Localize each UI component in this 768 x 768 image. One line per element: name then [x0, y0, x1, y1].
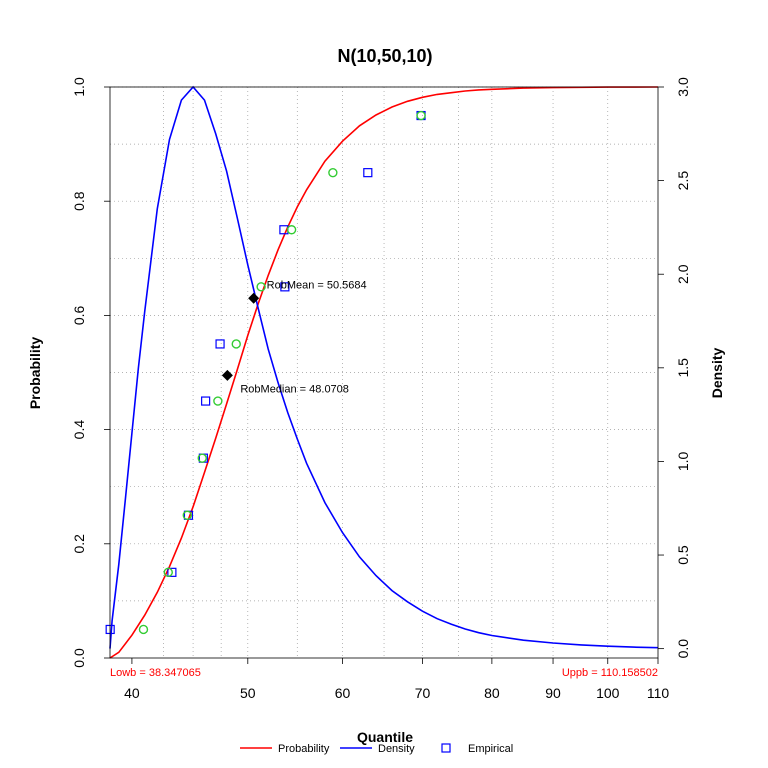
series-density-line	[109, 85, 659, 649]
y-left-tick-label: 0.8	[71, 191, 87, 211]
legend-label-probability: Probability	[278, 743, 330, 755]
x-tick-label: 50	[240, 685, 256, 701]
y-left-axis: 0.0 0.2 0.4 0.6 0.8 1.0	[71, 77, 110, 668]
y-right-tick-label: 1.5	[675, 358, 691, 378]
y-left-tick-label: 1.0	[71, 77, 87, 97]
y-right-tick-label: 2.5	[675, 171, 691, 191]
x-axis-label: Quantile	[357, 729, 413, 745]
empirical-point	[167, 567, 177, 577]
empirical-point	[201, 396, 211, 406]
upp-bound-label: Uppb = 110.158502	[562, 667, 658, 679]
fitted-point	[286, 225, 297, 235]
fitted-point	[182, 510, 192, 520]
y-left-axis-label: Probability	[27, 337, 43, 410]
y-right-tick-label: 3.0	[675, 77, 691, 97]
fitted-point	[231, 339, 241, 349]
y-left-tick-label: 0.6	[71, 305, 87, 325]
series-probability-line	[109, 86, 659, 659]
fitted-point	[197, 453, 207, 463]
legend: Probability Density Empirical	[240, 743, 513, 755]
x-tick-label: 70	[415, 685, 431, 701]
y-left-tick-label: 0.2	[71, 534, 87, 554]
x-tick-label: 60	[335, 685, 351, 701]
series-layer	[109, 85, 659, 659]
x-tick-label: 40	[124, 685, 140, 701]
robmedian-label: RobMedian = 48.0708	[240, 383, 349, 395]
plot-frame	[109, 86, 659, 659]
fitted-point	[328, 167, 338, 178]
fitted-point	[163, 567, 173, 578]
x-tick-label: 110	[647, 685, 670, 701]
robmean-label: RobMean = 50.5684	[267, 279, 367, 291]
y-left-tick-label: 0.4	[71, 420, 87, 440]
y-right-tick-label: 2.0	[675, 264, 691, 284]
y-left-tick-label: 0.0	[71, 648, 87, 668]
robmedian-marker	[221, 369, 233, 381]
y-right-axis: 0.0 0.5 1.0 1.5 2.0 2.5 3.0	[658, 77, 691, 658]
empirical-point	[215, 339, 225, 349]
x-tick-label: 90	[545, 685, 561, 701]
chart-title: N(10,50,10)	[337, 46, 432, 66]
y-right-tick-label: 0.0	[675, 639, 691, 659]
y-right-axis-label: Density	[709, 348, 725, 399]
fitted-point	[213, 396, 223, 406]
marker-layer: RobMean = 50.5684 RobMedian = 48.0708	[221, 279, 367, 395]
legend-swatch-empirical	[441, 743, 451, 753]
x-tick-label: 100	[596, 685, 620, 701]
low-bound-label: Lowb = 38.347065	[110, 667, 201, 679]
empirical-point	[280, 282, 290, 292]
legend-label-density: Density	[378, 743, 415, 755]
grid	[110, 86, 658, 658]
x-tick-label: 80	[484, 685, 500, 701]
y-right-tick-label: 0.5	[675, 545, 691, 565]
x-axis: 40 50 60 70 80 90 100 110	[124, 658, 669, 701]
fitted-point	[416, 110, 426, 121]
y-right-tick-label: 1.0	[675, 451, 691, 471]
legend-label-empirical: Empirical	[468, 743, 513, 755]
robmean-marker	[248, 292, 260, 304]
empirical-point	[363, 168, 373, 178]
fitted-point	[256, 282, 266, 292]
fitted-point	[138, 624, 149, 635]
